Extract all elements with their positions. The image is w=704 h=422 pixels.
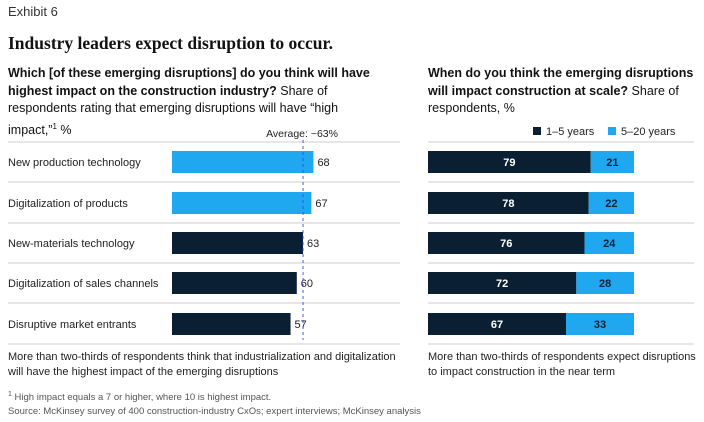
right-chart-question: When do you think the emerging disruptio… (428, 65, 698, 118)
average-label: Average: ~63% (266, 128, 338, 140)
left-category-label-disruptive-market-entrants: Disruptive market entrants (8, 319, 137, 331)
footnote-marker: 1 (8, 391, 12, 398)
right-value-label-5-20-years-new-materials-technology: 24 (603, 238, 616, 250)
left-value-label-digitalization-of-sales-channels: 60 (301, 278, 313, 290)
left-bar-digitalization-of-products (172, 192, 312, 214)
right-question-bold: When do you think the emerging disruptio… (428, 66, 694, 98)
right-value-label-5-20-years-digitalization-of-products: 22 (605, 198, 617, 210)
source-note: Source: McKinsey survey of 400 construct… (8, 406, 421, 417)
right-bar-5-20-years-new-materials-technology (584, 232, 634, 254)
footnote: 1 High impact equals a 7 or higher, wher… (8, 391, 271, 403)
legend-swatch-5-20-years (608, 127, 616, 135)
right-bar-5-20-years-digitalization-of-sales-channels (576, 272, 634, 294)
right-value-label-1-5-years-new-production-technology: 79 (503, 157, 515, 169)
left-value-label-new-production-technology: 68 (317, 157, 329, 169)
legend-swatch-1-5-years (533, 127, 541, 135)
left-category-label-digitalization-of-products: Digitalization of products (8, 198, 128, 210)
left-value-label-new-materials-technology: 63 (307, 238, 319, 250)
right-bar-1-5-years-disruptive-market-entrants (428, 313, 567, 335)
left-chart-question: Which [of these emerging disruptions] do… (8, 65, 388, 139)
right-bar-5-20-years-digitalization-of-products (588, 192, 634, 214)
right-value-label-5-20-years-disruptive-market-entrants: 33 (594, 319, 606, 331)
left-bar-new-materials-technology (172, 232, 304, 254)
left-value-label-digitalization-of-products: 67 (315, 198, 327, 210)
left-category-label-digitalization-of-sales-channels: Digitalization of sales channels (8, 278, 159, 290)
right-chart-summary: More than two-thirds of respondents expe… (428, 351, 696, 378)
legend-label-5-20-years: 5–20 years (621, 126, 676, 138)
right-question-rest: Share of respondents, % (428, 83, 679, 116)
right-bar-1-5-years-digitalization-of-products (428, 192, 589, 214)
legend-label-1-5-years: 1–5 years (546, 126, 595, 138)
right-bar-1-5-years-new-materials-technology (428, 232, 585, 254)
left-question-unit: % (56, 122, 72, 137)
footnote-text: High impact equals a 7 or higher, where … (11, 392, 272, 404)
right-value-label-1-5-years-disruptive-market-entrants: 67 (491, 319, 503, 331)
right-value-label-1-5-years-digitalization-of-products: 78 (502, 198, 514, 210)
right-bar-1-5-years-digitalization-of-sales-channels (428, 272, 577, 294)
right-bar-5-20-years-disruptive-market-entrants (566, 313, 634, 335)
left-bar-disruptive-market-entrants (172, 313, 291, 335)
left-bar-digitalization-of-sales-channels (172, 272, 297, 294)
page-title: Industry leaders expect disruption to oc… (8, 33, 334, 53)
left-question-footnote-marker: 1 (52, 121, 57, 131)
left-question-bold: Which [of these emerging disruptions] do… (8, 66, 370, 98)
right-bar-1-5-years-new-production-technology (428, 151, 591, 173)
left-bar-new-production-technology (172, 151, 314, 173)
left-question-rest: Share of respondents rating that emergin… (8, 83, 339, 137)
left-value-label-disruptive-market-entrants: 57 (295, 319, 307, 331)
right-bar-5-20-years-new-production-technology (590, 151, 634, 173)
exhibit-label: Exhibit 6 (8, 4, 58, 19)
left-category-label-new-materials-technology: New-materials technology (8, 238, 135, 250)
left-chart-summary: More than two-thirds of respondents thin… (8, 351, 396, 378)
right-value-label-1-5-years-digitalization-of-sales-channels: 72 (496, 278, 508, 290)
right-value-label-1-5-years-new-materials-technology: 76 (500, 238, 512, 250)
left-category-label-new-production-technology: New production technology (8, 157, 141, 169)
right-value-label-5-20-years-new-production-technology: 21 (606, 157, 618, 169)
right-value-label-5-20-years-digitalization-of-sales-channels: 28 (599, 278, 611, 290)
